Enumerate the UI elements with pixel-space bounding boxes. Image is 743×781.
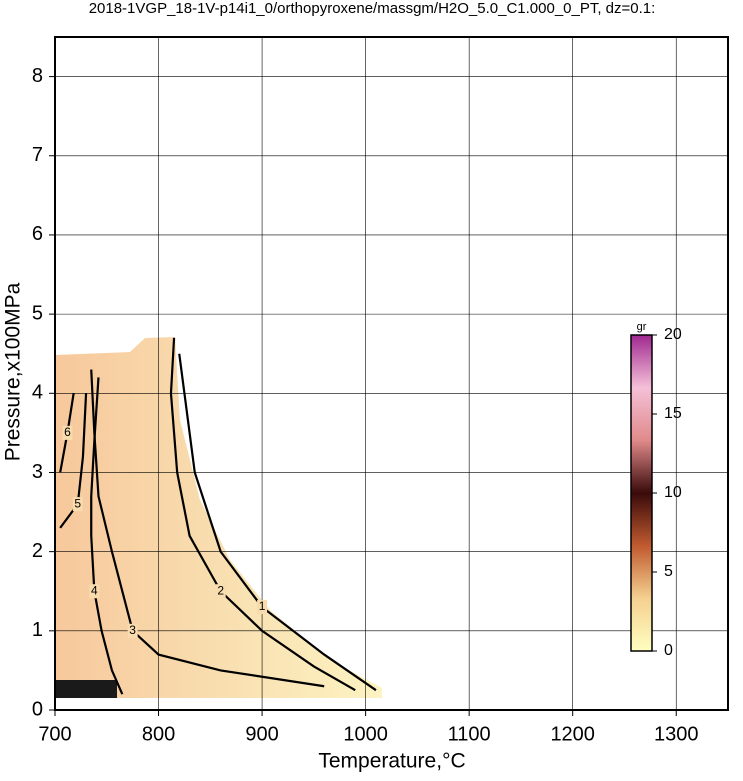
contour-line [178,353,377,692]
colorbar-tick-label: 5 [664,563,673,580]
y-tick-label: 0 [32,698,43,720]
plot-area [55,337,382,698]
y-tick-label: 7 [32,144,43,166]
contour-label: 3 [129,623,136,637]
filled-region [55,337,382,698]
y-tick-label: 5 [32,302,43,324]
x-tick-label: 1300 [654,723,699,745]
x-axis-label: Temperature,°C [318,750,465,773]
y-tick-label: 3 [32,461,43,483]
contour-label: 1 [259,599,266,613]
colorbar-tick-label: 15 [664,405,682,422]
colorbar-tick-label: 20 [664,326,682,343]
contour-label-bg [62,425,73,440]
y-tick-label: 8 [32,65,43,87]
y-tick-label: 4 [32,382,43,404]
colorbar-label: gr [637,321,647,333]
x-tick-label: 800 [142,723,175,745]
contour-label: 5 [74,496,81,510]
contour-label: 6 [64,425,71,439]
contour-line [59,393,88,529]
y-tick-label: 6 [32,223,43,245]
y-tick-label: 2 [32,540,43,562]
colorbar-tick-label: 0 [664,642,673,659]
colorbar-tick-label: 10 [664,484,682,501]
contour-label-bg [215,584,226,599]
contour-line [90,377,124,695]
chart-title: 2018-1VGP_18-1V-p14i1_0/orthopyroxene/ma… [89,0,656,17]
y-tick-label: 1 [32,619,43,641]
x-tick-label: 1200 [550,723,595,745]
contour-label: 2 [217,583,224,597]
dark-patch [55,680,117,698]
contour-label: 4 [91,583,98,597]
y-axis-label: Pressure,x100MPa [2,282,25,461]
x-tick-label: 1100 [448,723,491,745]
contour-label-bg [257,600,268,615]
contour-line [169,337,356,692]
contour-label-bg [72,497,83,512]
colorbar [630,334,653,652]
plot-frame [54,36,729,711]
x-tick-label: 900 [245,723,278,745]
contour-label-bg [89,584,100,599]
x-tick-label: 1000 [343,723,388,745]
contour-label-bg [127,623,138,638]
x-tick-label: 700 [38,723,71,745]
